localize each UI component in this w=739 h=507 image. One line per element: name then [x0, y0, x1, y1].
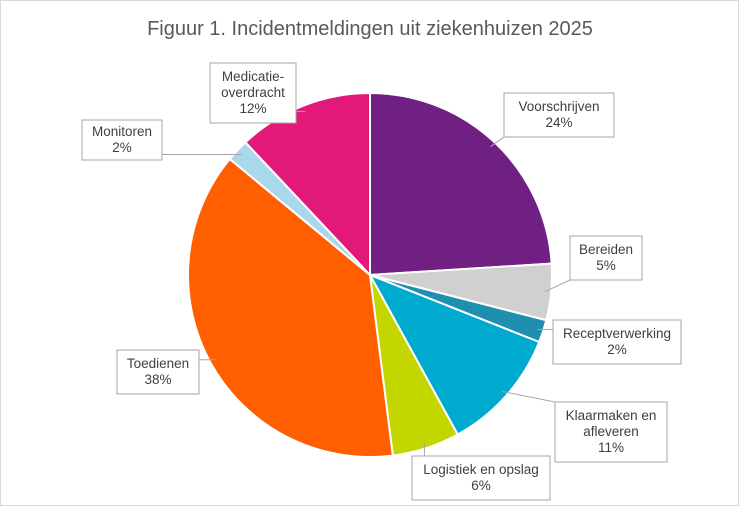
callout-box	[411, 455, 551, 501]
callout-label: Klaarmaken en	[566, 408, 657, 423]
callout-box	[209, 62, 297, 124]
callout-box	[81, 119, 163, 161]
callout-value: 11%	[598, 440, 624, 455]
callout-value: 5%	[596, 258, 616, 273]
leader-lines	[162, 110, 571, 456]
callout-label: Bereiden	[579, 242, 633, 257]
callout-label: Monitoren	[92, 124, 152, 139]
callout-value: 38%	[144, 372, 171, 387]
callout-box	[552, 319, 682, 365]
callout-label: overdracht	[221, 85, 285, 100]
callout-value: 2%	[112, 140, 132, 155]
callout-box	[569, 235, 643, 281]
pie-slice-klaarmaken-en-afleveren	[367, 273, 541, 436]
callout-label: Receptverwerking	[563, 326, 671, 341]
pie-slice-voorschrijven	[369, 91, 553, 277]
callout-label: Toedienen	[127, 356, 189, 371]
pie-slice-medicatie-overdracht	[243, 91, 371, 278]
callout-box	[503, 92, 615, 138]
pie-slices	[187, 91, 553, 458]
callout-label: Logistiek en opslag	[423, 462, 539, 477]
leader-line-voorschrijven	[490, 136, 505, 148]
callout-label: afleveren	[583, 424, 639, 439]
leader-line-klaarmaken-en-afleveren	[501, 390, 556, 403]
callout-box	[554, 401, 668, 463]
callout-value: 6%	[471, 478, 491, 493]
callout-value: 24%	[545, 115, 572, 130]
callout-label: Voorschrijven	[518, 99, 599, 114]
leader-line-bereiden	[544, 279, 571, 293]
chart-title: Figuur 1. Incidentmeldingen uit ziekenhu…	[147, 18, 593, 40]
callout-value: 12%	[239, 101, 266, 116]
callout-label: Medicatie-	[222, 69, 284, 84]
callout-value: 2%	[607, 342, 627, 357]
pie-slice-toedienen	[187, 157, 394, 458]
callout-box	[116, 349, 200, 395]
